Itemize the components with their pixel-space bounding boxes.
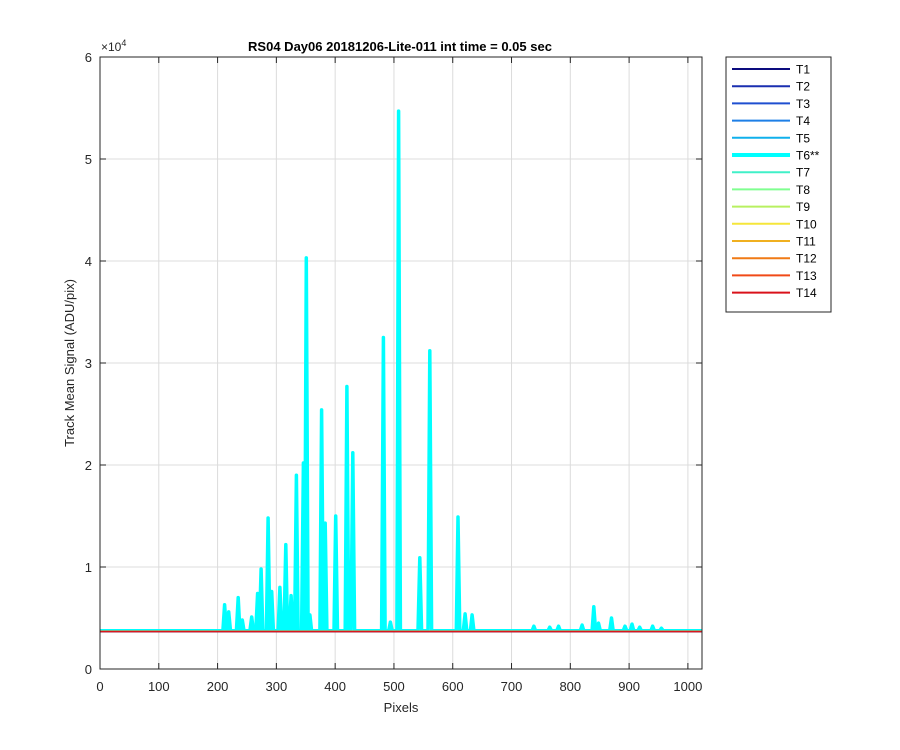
x-tick-label: 300 bbox=[266, 679, 288, 694]
x-tick-label: 1000 bbox=[673, 679, 702, 694]
y-tick-label: 6 bbox=[85, 50, 92, 65]
legend-label: T12 bbox=[796, 252, 817, 266]
legend-label: T11 bbox=[796, 235, 816, 249]
chart-title: RS04 Day06 20181206-Lite-011 int time = … bbox=[248, 39, 552, 54]
y-tick-label: 1 bbox=[85, 560, 92, 575]
y-exponent-label: ×104 bbox=[101, 38, 126, 54]
y-tick-label: 3 bbox=[85, 356, 92, 371]
x-tick-label: 400 bbox=[324, 679, 346, 694]
legend-label: T5 bbox=[796, 131, 810, 145]
y-tick-label: 4 bbox=[85, 254, 92, 269]
legend-label: T14 bbox=[796, 286, 817, 300]
legend-label: T2 bbox=[796, 80, 810, 94]
x-axis-label: Pixels bbox=[384, 700, 419, 715]
y-axis-label: Track Mean Signal (ADU/pix) bbox=[62, 279, 77, 447]
legend-label: T3 bbox=[796, 97, 810, 111]
legend-label: T4 bbox=[796, 114, 810, 128]
legend-box bbox=[725, 56, 832, 313]
x-tick-label: 800 bbox=[559, 679, 581, 694]
legend-label: T9 bbox=[796, 200, 810, 214]
x-tick-label: 900 bbox=[618, 679, 640, 694]
x-tick-label: 200 bbox=[207, 679, 229, 694]
y-tick-label: 0 bbox=[85, 662, 92, 677]
y-tick-label: 2 bbox=[85, 458, 92, 473]
x-tick-label: 500 bbox=[383, 679, 405, 694]
x-tick-label: 600 bbox=[442, 679, 464, 694]
x-tick-label: 700 bbox=[501, 679, 523, 694]
legend-label: T8 bbox=[796, 183, 810, 197]
ticks: 0 100 200 300 400 500 600 700 800 900 1000 0 1 2 3 4 5 6 bbox=[85, 50, 703, 694]
x-tick-label: 0 bbox=[96, 679, 103, 694]
series-layer bbox=[100, 109, 702, 633]
y-tick-label: 5 bbox=[85, 152, 92, 167]
legend-label: T6** bbox=[796, 149, 820, 163]
legend-label: T10 bbox=[796, 217, 817, 231]
x-tick-label: 100 bbox=[148, 679, 170, 694]
legend-label: T1 bbox=[796, 63, 810, 77]
legend-label: T13 bbox=[796, 269, 817, 283]
legend-label: T7 bbox=[796, 166, 810, 180]
legend: T1 T2 T3 T4 T5 T6** T7 T8 T9 T10 T11 T12 T13 T14 bbox=[725, 56, 832, 313]
